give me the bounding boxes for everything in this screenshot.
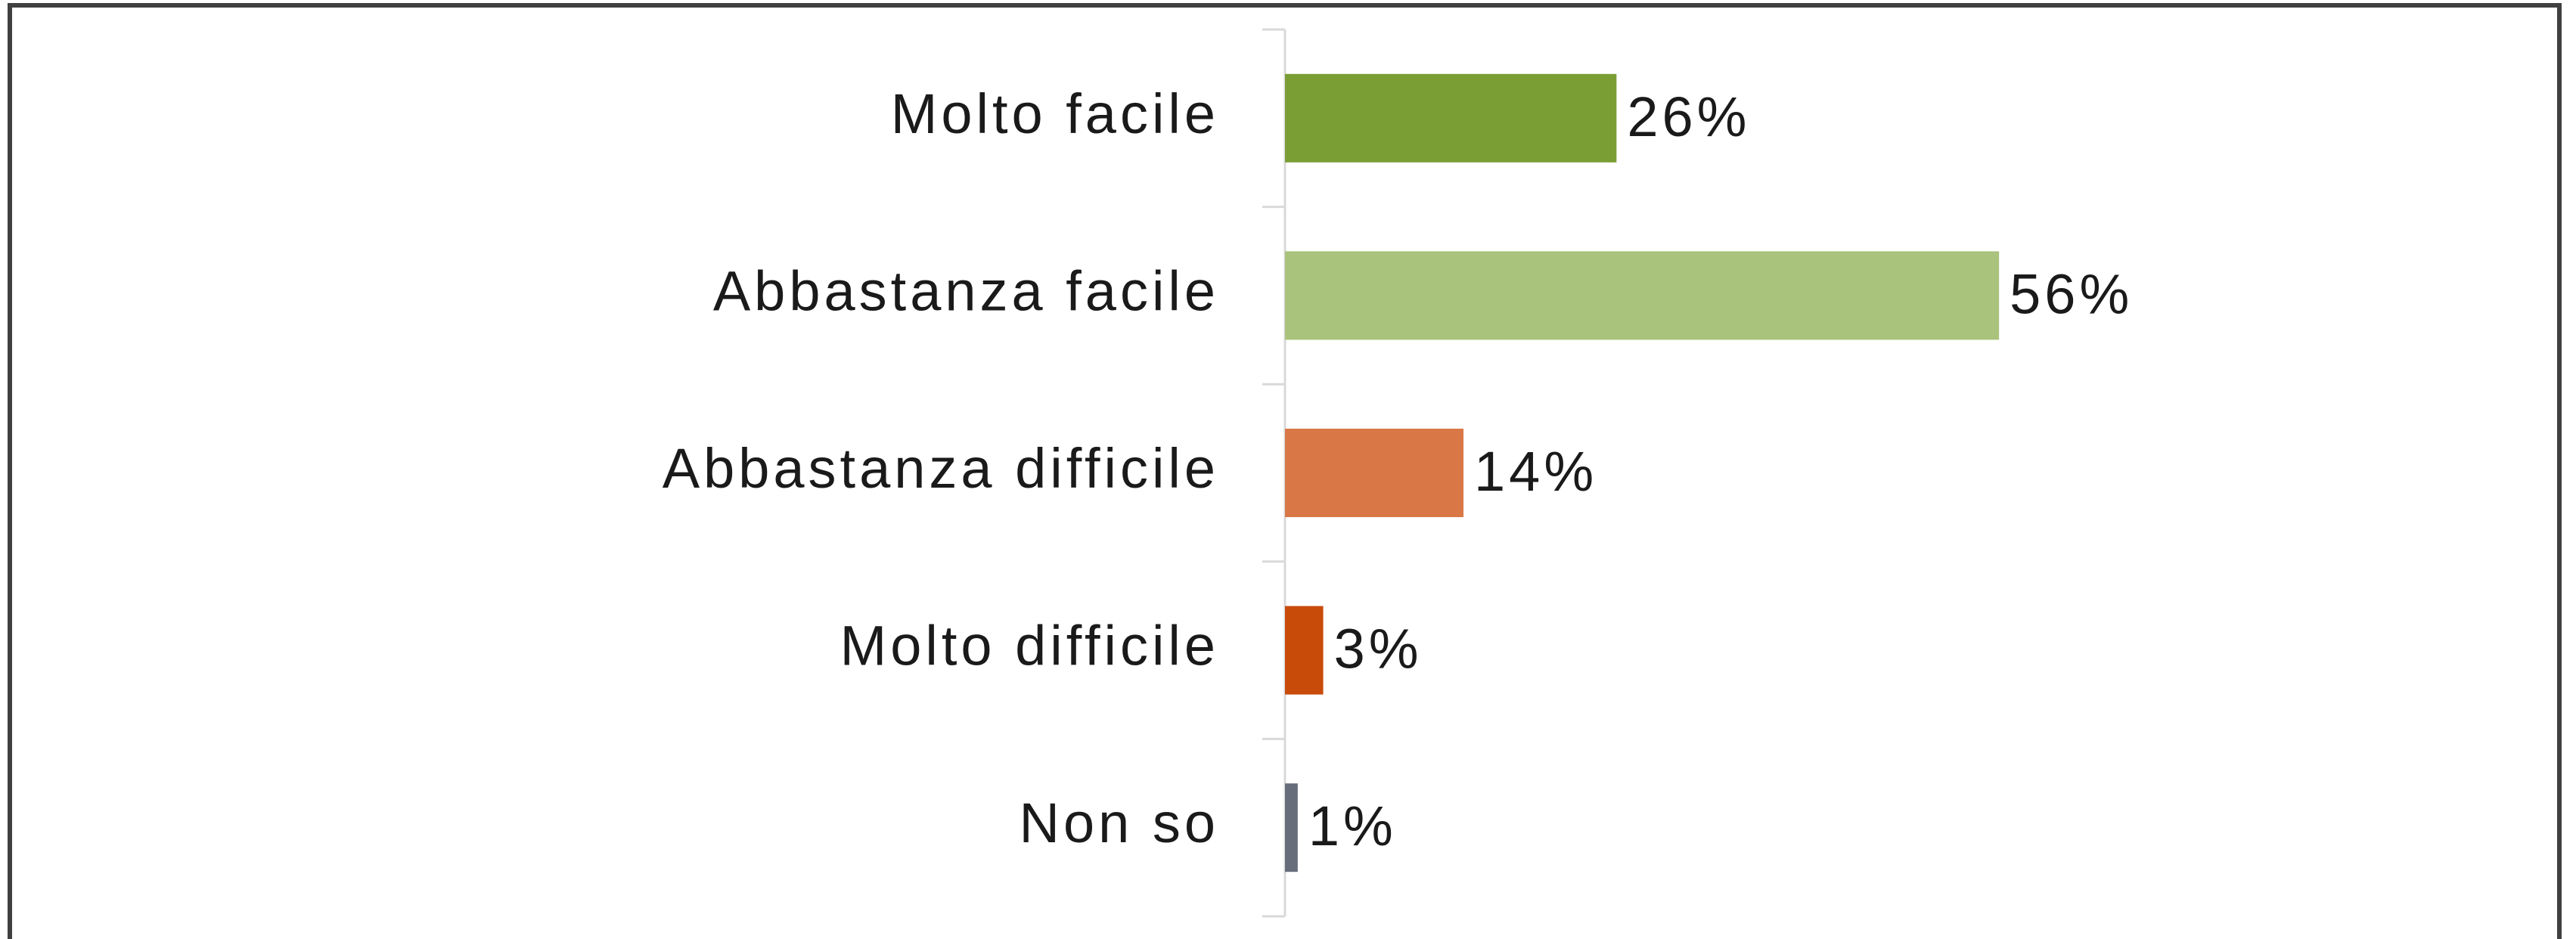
bar [1285,251,2000,340]
value-label: 26% [1627,85,1750,148]
frame [8,3,2562,939]
value-label: 3% [1334,618,1423,680]
category-label: Non so [1020,792,1219,854]
value-label: 14% [1474,440,1597,503]
category-label: Abbastanza facile [713,259,1219,322]
category-label: Molto facile [891,82,1219,145]
value-label: 1% [1308,795,1397,857]
value-label: 56% [2010,262,2133,325]
bar [1285,73,1617,163]
category-label: Abbastanza difficile [663,437,1219,500]
bar [1285,606,1324,695]
category-label: Molto difficile [840,615,1219,677]
bar [1285,429,1464,517]
bar [1285,783,1298,872]
